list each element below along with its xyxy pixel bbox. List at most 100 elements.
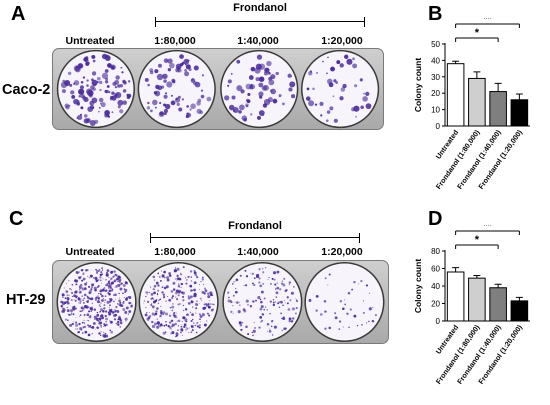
- colony: [234, 301, 236, 303]
- colony: [181, 329, 184, 331]
- colony: [159, 101, 162, 105]
- colony: [356, 324, 359, 327]
- colony: [259, 284, 263, 288]
- colony: [104, 290, 106, 292]
- colony: [193, 288, 196, 292]
- colony: [153, 284, 157, 288]
- colony: [115, 322, 118, 325]
- colony: [154, 69, 159, 74]
- colony: [210, 303, 212, 305]
- colony: [160, 311, 164, 315]
- colony: [113, 92, 116, 95]
- colony: [186, 105, 190, 108]
- colony: [100, 331, 102, 333]
- colony: [199, 321, 201, 323]
- colony: [117, 84, 121, 88]
- colony: [71, 283, 74, 286]
- colony: [333, 118, 338, 123]
- y-tick-label: 20: [431, 89, 440, 98]
- colony: [113, 300, 115, 303]
- colony: [157, 292, 159, 294]
- colony: [144, 77, 149, 82]
- colony: [162, 293, 166, 297]
- colony: [165, 320, 167, 323]
- colony: [210, 308, 214, 312]
- colony: [79, 113, 83, 116]
- plate-tray-a: [52, 48, 384, 130]
- colony: [268, 276, 270, 279]
- colony: [88, 290, 92, 294]
- colony: [193, 271, 197, 275]
- colony: [200, 89, 204, 92]
- colony: [206, 303, 210, 307]
- colony: [190, 276, 193, 278]
- colony: [74, 321, 78, 324]
- colony: [81, 269, 83, 271]
- colony: [280, 312, 282, 315]
- colony: [78, 296, 80, 299]
- colony: [90, 308, 94, 311]
- colony: [344, 303, 347, 306]
- colony: [175, 335, 177, 338]
- colony: [247, 303, 249, 306]
- colony: [360, 279, 363, 283]
- colony: [154, 312, 158, 316]
- colony: [96, 313, 100, 317]
- colony: [123, 81, 127, 85]
- colony: [182, 295, 185, 298]
- colony: [256, 54, 263, 60]
- colony: [113, 270, 116, 273]
- colony: [255, 299, 257, 302]
- colony: [288, 319, 291, 323]
- colony: [114, 293, 117, 297]
- colony: [176, 267, 180, 271]
- colony: [319, 101, 324, 106]
- colony: [79, 310, 82, 313]
- colony: [353, 314, 357, 318]
- colony: [175, 67, 180, 73]
- colony: [323, 299, 327, 303]
- colony: [166, 81, 173, 88]
- colony: [260, 305, 264, 309]
- colony: [193, 322, 195, 324]
- colony: [105, 310, 108, 313]
- colony: [118, 315, 121, 318]
- colony: [230, 310, 233, 314]
- colony: [327, 56, 329, 59]
- colony: [362, 311, 365, 314]
- colony: [90, 288, 93, 291]
- colony: [65, 283, 67, 285]
- colony: [79, 316, 81, 318]
- colony: [88, 310, 91, 313]
- colony: [98, 332, 101, 335]
- colony: [70, 90, 75, 95]
- colony: [69, 323, 73, 327]
- colony: [111, 285, 113, 287]
- colony: [74, 295, 78, 298]
- colony: [204, 289, 208, 293]
- colony: [167, 295, 169, 298]
- colony: [336, 60, 341, 65]
- colony: [206, 292, 210, 296]
- colony: [244, 284, 248, 287]
- colony: [196, 101, 201, 106]
- colony: [174, 322, 177, 326]
- colony: [79, 302, 82, 305]
- colony: [227, 299, 231, 303]
- colony: [230, 72, 233, 75]
- colony: [99, 279, 102, 282]
- colony: [163, 270, 166, 274]
- colony: [114, 314, 118, 317]
- colony: [289, 81, 296, 88]
- colony: [114, 86, 118, 89]
- colony: [275, 71, 279, 76]
- colony: [189, 327, 191, 329]
- colony: [67, 319, 69, 322]
- colony: [107, 287, 110, 289]
- colony: [288, 87, 293, 92]
- colony: [187, 301, 191, 305]
- colony: [359, 78, 363, 82]
- bar: [489, 287, 507, 322]
- colony: [262, 271, 265, 274]
- colony: [93, 315, 97, 319]
